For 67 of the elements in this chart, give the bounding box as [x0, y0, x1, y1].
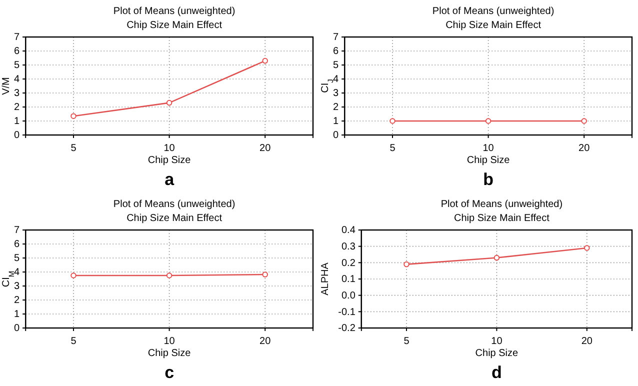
text: c — [164, 363, 174, 382]
y-tick-label: 5 — [14, 60, 20, 72]
x-tick-label: 20 — [581, 336, 593, 347]
y-tick-label: 1 — [14, 309, 20, 320]
x-axis-title: Chip Size — [148, 155, 192, 166]
y-tick-label: 4 — [14, 267, 20, 278]
y-tick-label: 7 — [14, 32, 20, 44]
x-tick-label: 20 — [260, 143, 272, 154]
x-tick-label: 5 — [70, 143, 77, 154]
x-tick-label: 5 — [390, 143, 396, 154]
x-tick-label: 20 — [578, 143, 590, 154]
y-axis-title: ALPHA — [320, 262, 331, 296]
y-tick-label: 6 — [14, 239, 20, 250]
y-tick-label: 0.4 — [341, 225, 356, 236]
y-tick-label: -0.1 — [338, 306, 356, 318]
y-tick-label: -0.2 — [338, 323, 356, 334]
chart-title: Plot of Means (unweighted) — [113, 6, 236, 17]
y-tick-label: 2 — [14, 295, 20, 306]
y-tick-label: 0 — [14, 130, 20, 142]
y-tick-label: 0.3 — [341, 242, 356, 253]
y-tick-label: 2 — [333, 102, 340, 114]
y-tick-label: 5 — [14, 253, 20, 264]
chart-title: Plot of Means (unweighted) — [440, 199, 563, 210]
x-axis-title: Chip Size — [148, 348, 192, 359]
chart-title: Plot of Means (unweighted) — [113, 199, 236, 210]
x-tick-label: 5 — [404, 336, 410, 347]
point — [584, 245, 590, 251]
y-tick-label: 0.0 — [341, 290, 356, 302]
point — [494, 254, 500, 261]
point — [70, 113, 76, 119]
x-tick-label: 10 — [491, 336, 503, 347]
y-tick-label: 5 — [333, 60, 340, 72]
y-tick-label: 6 — [333, 46, 340, 58]
text: a — [164, 170, 175, 189]
text: b — [483, 170, 494, 189]
x-axis-title: Chip Size — [475, 348, 519, 359]
point — [262, 58, 268, 64]
x-tick-label: 10 — [164, 143, 176, 154]
chart-subtitle: Chip Size Main Effect — [126, 20, 222, 31]
x-tick-label: 5 — [70, 336, 77, 347]
chart-subtitle: Chip Size Main Effect — [446, 20, 542, 31]
y-tick-label: 1 — [333, 116, 340, 128]
y-tick-label: 3 — [333, 88, 340, 100]
y-tick-label: 3 — [14, 88, 20, 100]
y-tick-label: 3 — [14, 281, 20, 292]
y-tick-label: 0 — [333, 130, 340, 142]
chart-subtitle: Chip Size Main Effect — [126, 213, 222, 224]
y-tick-label: 7 — [333, 32, 340, 44]
text: d — [492, 363, 502, 382]
y-tick-label: 7 — [14, 225, 20, 236]
y-tick-label: 0.1 — [341, 274, 356, 286]
y-tick-label: 0.2 — [341, 258, 356, 269]
y-tick-label: 1 — [14, 116, 20, 128]
x-tick-label: 20 — [260, 336, 272, 347]
y-tick-label: 4 — [14, 74, 20, 86]
x-tick-label: 10 — [164, 336, 176, 347]
x-tick-label: 10 — [482, 143, 494, 154]
point — [166, 100, 172, 106]
y-tick-label: 2 — [14, 102, 20, 114]
chart-subtitle: Chip Size Main Effect — [454, 213, 550, 224]
point — [404, 261, 410, 268]
y-axis-title: V/M — [1, 77, 12, 95]
x-axis-title: Chip Size — [466, 155, 510, 166]
chart-title: Plot of Means (unweighted) — [432, 6, 554, 17]
y-tick-label: 6 — [14, 46, 20, 58]
y-tick-label: 0 — [14, 323, 20, 334]
y-tick-label: 4 — [333, 74, 340, 86]
